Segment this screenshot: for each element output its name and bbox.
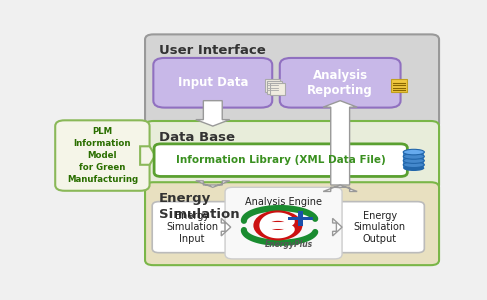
Ellipse shape	[403, 154, 424, 159]
Text: Energy
Simulation
Input: Energy Simulation Input	[166, 211, 218, 244]
FancyBboxPatch shape	[145, 182, 439, 265]
Polygon shape	[323, 101, 357, 185]
Text: Data Base: Data Base	[159, 131, 235, 144]
Polygon shape	[221, 218, 231, 236]
FancyBboxPatch shape	[335, 202, 424, 253]
Polygon shape	[323, 185, 357, 191]
Text: Information Library (XML Data File): Information Library (XML Data File)	[176, 155, 386, 165]
Polygon shape	[196, 101, 230, 126]
FancyBboxPatch shape	[267, 81, 282, 94]
Polygon shape	[298, 211, 303, 226]
Ellipse shape	[403, 162, 424, 168]
Text: Energy
Simulation: Energy Simulation	[159, 192, 240, 221]
FancyBboxPatch shape	[152, 202, 232, 253]
Polygon shape	[196, 181, 230, 187]
FancyBboxPatch shape	[154, 144, 407, 176]
Text: Energy
Simulation
Output: Energy Simulation Output	[354, 211, 406, 244]
Ellipse shape	[403, 149, 424, 155]
FancyBboxPatch shape	[145, 121, 439, 190]
FancyBboxPatch shape	[403, 152, 424, 168]
FancyBboxPatch shape	[270, 82, 285, 95]
Text: User Interface: User Interface	[159, 44, 266, 57]
FancyBboxPatch shape	[225, 187, 342, 259]
Text: Input Data: Input Data	[178, 76, 248, 89]
FancyBboxPatch shape	[55, 120, 150, 191]
Text: Analysis Engine: Analysis Engine	[245, 196, 322, 206]
Polygon shape	[288, 217, 313, 220]
Circle shape	[253, 210, 302, 240]
FancyBboxPatch shape	[265, 79, 280, 92]
Polygon shape	[140, 146, 155, 165]
FancyBboxPatch shape	[145, 34, 439, 129]
FancyBboxPatch shape	[153, 58, 272, 108]
FancyBboxPatch shape	[280, 58, 400, 108]
Text: Analysis
Reporting: Analysis Reporting	[307, 69, 373, 97]
Polygon shape	[333, 218, 342, 236]
Text: PLM
Information
Model
for Green
Manufacturing: PLM Information Model for Green Manufact…	[67, 128, 138, 184]
FancyBboxPatch shape	[391, 79, 407, 92]
Ellipse shape	[403, 158, 424, 164]
Ellipse shape	[403, 166, 424, 171]
Text: EnergyPlus: EnergyPlus	[265, 239, 313, 248]
